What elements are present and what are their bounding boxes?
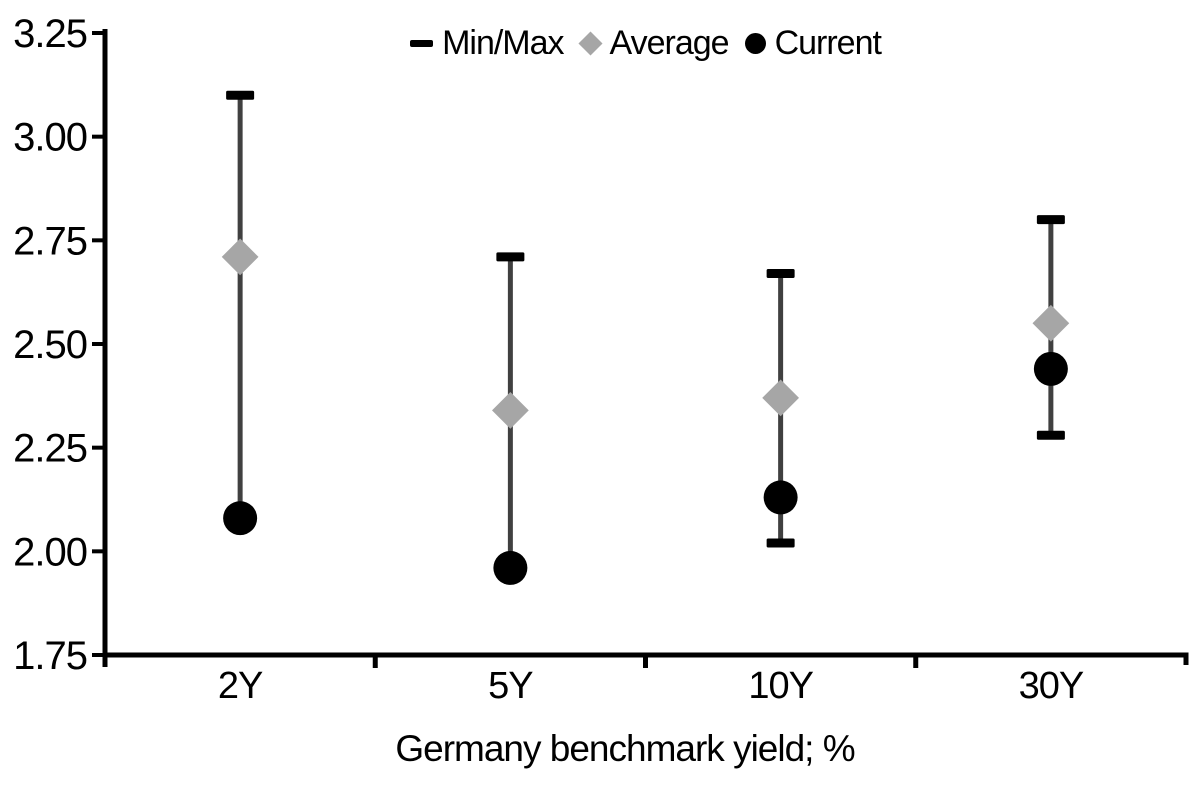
legend-item-average: Average xyxy=(578,24,730,63)
min-cap xyxy=(766,538,795,548)
x-category-label: 2Y xyxy=(218,665,263,707)
max-cap xyxy=(766,269,795,279)
x-axis-title: Germany benchmark yield; % xyxy=(395,728,855,769)
average-marker xyxy=(491,391,529,429)
legend-item-minmax: Min/Max xyxy=(410,24,565,63)
x-category-label: 10Y xyxy=(748,665,813,707)
current-marker xyxy=(1033,351,1068,386)
y-tick-label: 2.25 xyxy=(13,427,87,471)
max-cap xyxy=(1036,215,1065,225)
dash-icon xyxy=(410,40,434,47)
legend-label-average: Average xyxy=(609,24,730,62)
x-category-label: 30Y xyxy=(1019,665,1084,707)
max-cap xyxy=(496,252,525,262)
min-cap xyxy=(1036,430,1065,440)
average-marker xyxy=(221,238,259,276)
circle-icon xyxy=(744,33,766,54)
y-tick-label: 2.50 xyxy=(13,323,87,367)
y-tick-label: 3.25 xyxy=(13,12,87,56)
y-tick-label: 2.75 xyxy=(13,219,87,263)
average-marker xyxy=(762,379,800,417)
average-marker xyxy=(1032,304,1070,342)
max-cap xyxy=(226,90,255,100)
y-tick-label: 3.00 xyxy=(13,116,87,160)
legend-item-current: Current xyxy=(744,24,882,63)
legend: Min/Max Average Current xyxy=(105,24,1186,63)
current-marker xyxy=(763,480,798,515)
current-marker xyxy=(493,550,528,585)
y-tick-label: 2.00 xyxy=(13,530,87,574)
legend-label-minmax: Min/Max xyxy=(442,24,564,62)
diamond-icon xyxy=(578,31,603,56)
legend-label-current: Current xyxy=(774,24,882,62)
y-tick-label: 1.75 xyxy=(13,634,87,678)
x-category-label: 5Y xyxy=(488,665,533,707)
current-marker xyxy=(223,501,258,536)
